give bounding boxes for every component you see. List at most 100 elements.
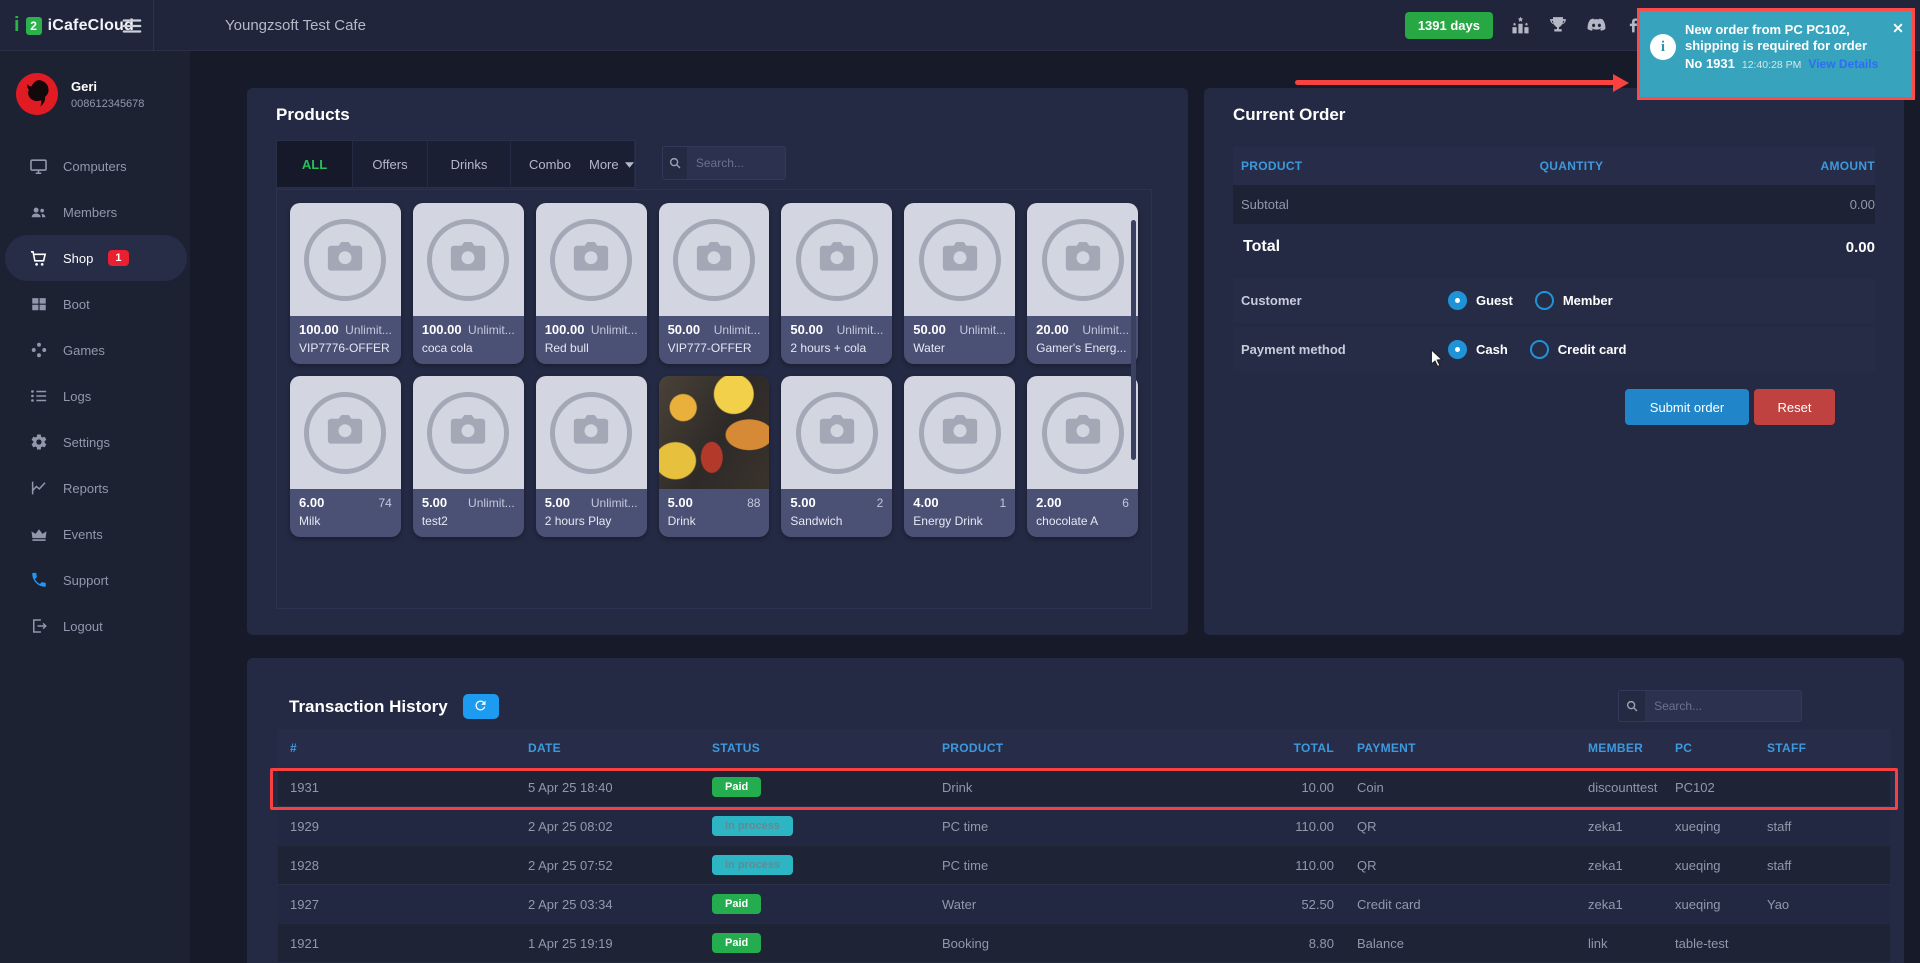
status-badge: In process [712, 816, 794, 836]
products-panel: Products ALL Offers Drinks Combo [247, 88, 1188, 635]
tx-total: 52.50 [1301, 896, 1334, 912]
product-stock: Unlimit... [590, 322, 638, 337]
product-image [290, 203, 401, 316]
product-name: coca cola [421, 341, 473, 355]
days-remaining-badge[interactable]: 1391 days [1404, 12, 1493, 39]
tx-date: 5 Apr 25 18:40 [528, 779, 613, 795]
sidebar-item-logout[interactable]: Logout [5, 603, 187, 649]
product-card[interactable]: 50.00 Unlimit... Water [904, 203, 1016, 364]
product-card[interactable]: 100.00 Unlimit... coca cola [412, 203, 524, 364]
submit-order-button[interactable]: Submit order [1625, 389, 1749, 425]
camera-placeholder-icon [1041, 391, 1124, 474]
product-card[interactable]: 5.00 2 Sandwich [781, 376, 893, 537]
top-bar: i 2 iCafeCloud Youngzsoft Test Cafe 1391… [0, 0, 1920, 51]
transactions-table: # DATE STATUS PRODUCT TOTAL PAYMENT MEMB… [278, 729, 1890, 962]
new-order-toast[interactable]: i New order from PC PC102, shipping is r… [1637, 8, 1915, 100]
guest-radio-option[interactable]: Guest [1448, 291, 1513, 310]
product-card[interactable]: 50.00 Unlimit... 2 hours + cola [781, 203, 893, 364]
tab-offers[interactable]: Offers [353, 141, 428, 187]
table-row[interactable]: 1921 1 Apr 25 19:19 Paid Booking 8.80 Ba… [278, 923, 1890, 962]
sidebar-item-shop[interactable]: Shop 1 [5, 235, 187, 281]
sidebar-item-boot[interactable]: Boot [5, 281, 187, 327]
brand: i 2 iCafeCloud [0, 0, 154, 51]
toast-time: 12:40:28 PM [1741, 58, 1802, 71]
cash-radio-option[interactable]: Cash [1448, 339, 1508, 359]
sidebar-item-label: Boot [63, 296, 90, 312]
order-header-amount: AMOUNT [1820, 159, 1875, 173]
transaction-history-title: Transaction History [289, 696, 448, 716]
sidebar-item-computers[interactable]: Computers [5, 143, 187, 189]
product-image [904, 376, 1016, 489]
radio-cash[interactable] [1448, 339, 1467, 359]
tx-payment: Coin [1357, 779, 1384, 795]
product-card[interactable]: 100.00 Unlimit... Red bull [535, 203, 647, 364]
tx-id: 1929 [290, 818, 319, 834]
products-scrollbar-thumb[interactable] [1131, 220, 1136, 460]
product-card[interactable]: 5.00 Unlimit... test2 [412, 376, 524, 537]
credit-card-radio-option[interactable]: Credit card [1529, 339, 1626, 359]
status-badge: In process [712, 855, 794, 875]
product-card[interactable]: 2.00 6 chocolate A [1027, 376, 1138, 537]
product-image [658, 203, 770, 316]
radio-member[interactable] [1534, 291, 1554, 310]
toast-message-line2: shipping is required for order [1685, 38, 1868, 54]
product-stock: Unlimit... [1082, 322, 1129, 337]
product-category-tabs: ALL Offers Drinks Combo More [276, 140, 636, 188]
leaderboard-icon[interactable] [1510, 15, 1531, 36]
search-icon [1619, 691, 1646, 721]
table-row[interactable]: 1928 2 Apr 25 07:52 In process PC time 1… [278, 845, 1890, 884]
tx-product: PC time [942, 857, 989, 873]
sidebar-item-settings[interactable]: Settings [5, 419, 187, 465]
product-card[interactable]: 4.00 1 Energy Drink [904, 376, 1016, 537]
product-card[interactable]: 5.00 88 Drink [658, 376, 770, 537]
tx-member: zeka1 [1588, 857, 1623, 873]
product-price: 5.00 [790, 495, 816, 510]
view-details-link[interactable]: View Details [1808, 56, 1879, 71]
sidebar-item-reports[interactable]: Reports [5, 465, 187, 511]
product-stock: 88 [747, 495, 761, 510]
product-price: 20.00 [1036, 322, 1069, 337]
tx-payment: Credit card [1357, 896, 1421, 912]
reset-button[interactable]: Reset [1754, 389, 1835, 425]
sidebar-item-label: Games [63, 342, 105, 358]
discord-icon[interactable] [1586, 15, 1607, 36]
product-image [781, 203, 893, 316]
radio-guest[interactable] [1448, 291, 1467, 310]
product-name: Water [913, 341, 945, 355]
tab-combo[interactable]: Combo [529, 156, 571, 172]
transactions-table-header: # DATE STATUS PRODUCT TOTAL PAYMENT MEMB… [278, 729, 1890, 767]
sidebar-item-logs[interactable]: Logs [5, 373, 187, 419]
hamburger-menu-icon[interactable] [121, 15, 143, 42]
tab-more[interactable]: More [589, 141, 635, 187]
close-icon[interactable] [1893, 20, 1903, 38]
product-stock: Unlimit... [468, 322, 515, 337]
product-card[interactable]: 20.00 Unlimit... Gamer's Energ... [1027, 203, 1138, 364]
sidebar-item-support[interactable]: Support [5, 557, 187, 603]
product-card[interactable]: 5.00 Unlimit... 2 hours Play [535, 376, 647, 537]
sidebar-item-members[interactable]: Members [5, 189, 187, 235]
tx-payment: QR [1357, 818, 1377, 834]
product-card[interactable]: 100.00 Unlimit... VIP7776-OFFER [290, 203, 401, 364]
table-row[interactable]: 1929 2 Apr 25 08:02 In process PC time 1… [278, 806, 1890, 845]
products-grid: 100.00 Unlimit... VIP7776-OFFER 100.00 [290, 203, 1138, 537]
tab-drinks[interactable]: Drinks [428, 141, 511, 187]
chevron-down-icon [624, 162, 634, 168]
transactions-search-input[interactable] [1645, 691, 1801, 721]
table-row[interactable]: 1927 2 Apr 25 03:34 Paid Water 52.50 Cre… [278, 884, 1890, 923]
member-radio-option[interactable]: Member [1534, 291, 1613, 310]
products-search-input[interactable] [686, 147, 785, 179]
sidebar-item-events[interactable]: Events [5, 511, 187, 557]
product-image [904, 203, 1016, 316]
trophy-icon[interactable] [1548, 15, 1569, 36]
radio-credit-card[interactable] [1529, 339, 1549, 359]
user-profile[interactable]: Geri 008612345678 [0, 51, 190, 129]
facebook-icon[interactable] [1624, 15, 1645, 36]
tx-pc: xueqing [1675, 818, 1721, 834]
sidebar-item-badge: 1 [108, 250, 129, 266]
refresh-button[interactable] [462, 694, 499, 719]
tab-all[interactable]: ALL [277, 141, 353, 187]
product-card[interactable]: 6.00 74 Milk [290, 376, 401, 537]
sidebar-item-games[interactable]: Games [5, 327, 187, 373]
table-row[interactable]: 1931 5 Apr 25 18:40 Paid Drink 10.00 Coi… [278, 767, 1890, 806]
product-card[interactable]: 50.00 Unlimit... VIP777-OFFER [658, 203, 770, 364]
